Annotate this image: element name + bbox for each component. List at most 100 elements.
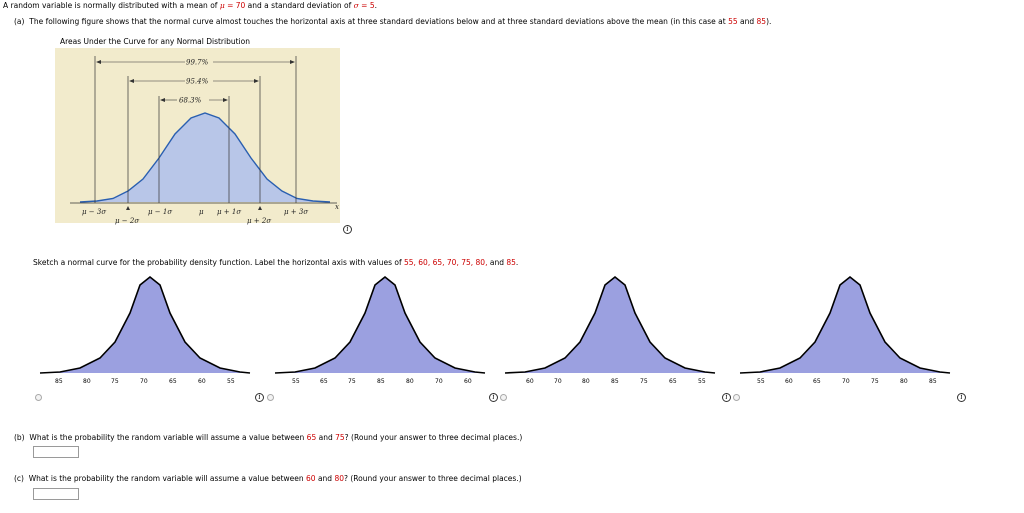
tick-label: 75 <box>348 378 356 385</box>
part-b-tail: ? (Round your answer to three decimal pl… <box>344 433 523 442</box>
part-b-v1: 65 <box>306 433 317 442</box>
intro-text-part: and a standard deviation of <box>245 1 354 10</box>
tick-label: 75 <box>640 378 648 385</box>
and-word: and <box>316 433 336 442</box>
tick-label: 75 <box>111 378 119 385</box>
tick-label: 80 <box>900 378 908 385</box>
normal-areas-figure: 99.7% 95.4% 68.3% μ − 3σ μ − 2σ μ − 1σ μ… <box>55 48 340 225</box>
option-fill <box>40 277 250 373</box>
option-fill <box>275 277 485 373</box>
part-b-body: What is the probability the random varia… <box>29 433 307 442</box>
part-b-label: (b) <box>14 433 25 442</box>
option-4-info-icon[interactable]: i <box>957 393 966 402</box>
tick-label: 85 <box>55 378 63 385</box>
label-mu-plus-1sigma: μ + 1σ <box>217 208 241 216</box>
info-icon[interactable]: i <box>343 225 352 234</box>
tick-label: 80 <box>582 378 590 385</box>
and-word: and <box>315 474 335 483</box>
option-curve-1 <box>39 275 251 374</box>
part-b-text: (b) What is the probability the random v… <box>14 433 522 443</box>
option-fill <box>740 277 950 373</box>
tick-label: 85 <box>377 378 385 385</box>
sketch-body: Sketch a normal curve for the probabilit… <box>33 258 404 267</box>
tick-label: 55 <box>292 378 300 385</box>
part-a-text: (a) The following figure shows that the … <box>14 17 771 27</box>
part-b-v2: 75 <box>335 433 345 442</box>
option-3-info-icon[interactable]: i <box>722 393 731 402</box>
label-mu-minus-2sigma: μ − 2σ <box>115 217 139 225</box>
part-c-text: (c) What is the probability the random v… <box>14 474 522 484</box>
tick-label: 65 <box>169 378 177 385</box>
sketch-values: 55, 60, 65, 70, 75, 80, <box>403 258 488 267</box>
intro-text-part: A random variable is normally distribute… <box>3 1 220 10</box>
label-x: x <box>335 203 339 211</box>
part-c-answer-input[interactable] <box>33 488 79 500</box>
tick-label: 80 <box>406 378 414 385</box>
close-paren: ). <box>766 17 772 26</box>
part-c-tail: ? (Round your answer to three decimal pl… <box>344 474 522 483</box>
tick-label: 60 <box>526 378 534 385</box>
option-2-radio[interactable] <box>267 394 274 401</box>
tick-label: 55 <box>757 378 765 385</box>
option-4-radio[interactable] <box>733 394 740 401</box>
option-curve-2 <box>274 275 486 374</box>
tick-label: 55 <box>227 378 235 385</box>
figure-title: Areas Under the Curve for any Normal Dis… <box>60 37 250 46</box>
sketch-text: Sketch a normal curve for the probabilit… <box>33 258 518 268</box>
part-c-body: What is the probability the random varia… <box>28 474 307 483</box>
option-curve-line <box>274 275 486 374</box>
pct-683: 68.3% <box>179 97 202 105</box>
tick-label: 65 <box>320 378 328 385</box>
label-mu-minus-3sigma: μ − 3σ <box>82 208 106 216</box>
tick-label: 60 <box>198 378 206 385</box>
tick-label: 70 <box>140 378 148 385</box>
tick-label: 75 <box>871 378 879 385</box>
option-curve-line <box>739 275 951 374</box>
sigma-symbol: σ <box>353 1 359 10</box>
option-curve-4 <box>739 275 951 374</box>
tick-label: 85 <box>929 378 937 385</box>
part-c-v1: 60 <box>306 474 316 483</box>
option-curve-line <box>504 275 716 374</box>
label-mu-plus-2sigma: μ + 2σ <box>247 217 271 225</box>
tick-label: 65 <box>669 378 677 385</box>
part-c-label: (c) <box>14 474 24 483</box>
tick-label: 60 <box>785 378 793 385</box>
sketch-period: . <box>515 258 519 267</box>
tick-label: 70 <box>435 378 443 385</box>
option-1-info-icon[interactable]: i <box>255 393 264 402</box>
option-curve-3 <box>504 275 716 374</box>
curve-line <box>79 112 331 203</box>
pct-997: 99.7% <box>186 59 209 67</box>
tick-label: 65 <box>813 378 821 385</box>
tick-label: 80 <box>83 378 91 385</box>
tick-label: 60 <box>464 378 472 385</box>
low-value: 55 <box>728 17 738 26</box>
tick-label: 70 <box>842 378 850 385</box>
tick-label: 70 <box>554 378 562 385</box>
and-word: and <box>737 17 757 26</box>
option-3-radio[interactable] <box>500 394 507 401</box>
high-value: 85 <box>756 17 767 26</box>
label-mu-minus-1sigma: μ − 1σ <box>148 208 172 216</box>
mu-symbol: μ <box>219 1 225 10</box>
part-c-v2: 80 <box>334 474 345 483</box>
tick-label: 85 <box>611 378 619 385</box>
intro-period: . <box>374 1 378 10</box>
option-2-info-icon[interactable]: i <box>489 393 498 402</box>
label-mu-plus-3sigma: μ + 3σ <box>284 208 308 216</box>
option-fill <box>505 277 715 373</box>
tick-label: 55 <box>698 378 706 385</box>
part-a-label: (a) <box>14 17 25 26</box>
part-b-answer-input[interactable] <box>33 446 79 458</box>
intro-eq: = <box>358 1 370 10</box>
mu-value: 70 <box>235 1 246 10</box>
intro-text: A random variable is normally distribute… <box>3 1 377 11</box>
option-1-radio[interactable] <box>35 394 42 401</box>
sigma-value: 5 <box>369 1 375 10</box>
label-mu: μ <box>199 208 204 216</box>
intro-eq: = <box>224 1 236 10</box>
and-word: and <box>487 258 507 267</box>
pct-954: 95.4% <box>186 78 209 86</box>
option-curve-line <box>39 275 251 374</box>
